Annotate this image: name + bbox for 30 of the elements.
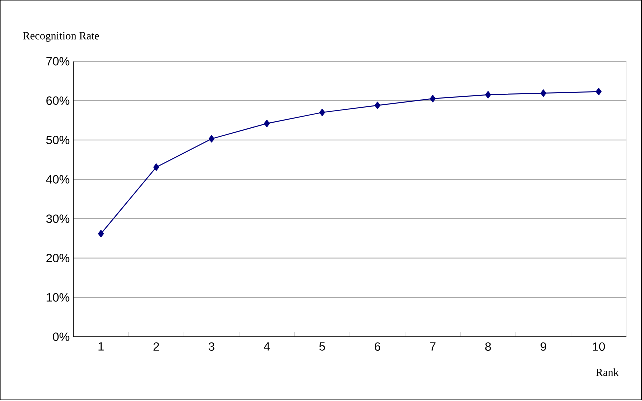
x-tick-label: 10 [593, 342, 606, 352]
x-tick-label: 7 [430, 342, 436, 352]
point [154, 164, 160, 172]
y-tick-label: 20% [46, 254, 70, 263]
x-tick-label: 8 [486, 342, 492, 352]
x-axis-title: Rank [596, 368, 620, 377]
x-tick-label: 3 [208, 342, 215, 352]
point [374, 102, 381, 110]
y-tick-label: 40% [46, 176, 70, 184]
x-tick-label: 1 [98, 342, 104, 352]
y-tick-label: 60% [46, 96, 70, 106]
point [596, 88, 602, 96]
point [264, 120, 270, 128]
y-tick-label: 0% [53, 333, 70, 342]
point [430, 95, 436, 103]
point [320, 109, 326, 117]
y-axis-title: Recognition Rate [23, 32, 100, 42]
y-tick-label: 30% [46, 214, 70, 224]
y-tick-label: 50% [46, 136, 70, 145]
point [98, 230, 104, 238]
y-tick-label: 70% [46, 58, 70, 66]
point [540, 90, 547, 98]
x-tick-label: 9 [540, 342, 546, 352]
x-tick-label: 5 [320, 342, 326, 352]
y-tick-label: 10% [46, 294, 70, 302]
point [485, 92, 492, 99]
x-tick-label: 6 [375, 342, 381, 352]
point [208, 136, 215, 143]
x-tick-label: 2 [154, 342, 160, 352]
x-tick-label: 4 [264, 342, 270, 352]
